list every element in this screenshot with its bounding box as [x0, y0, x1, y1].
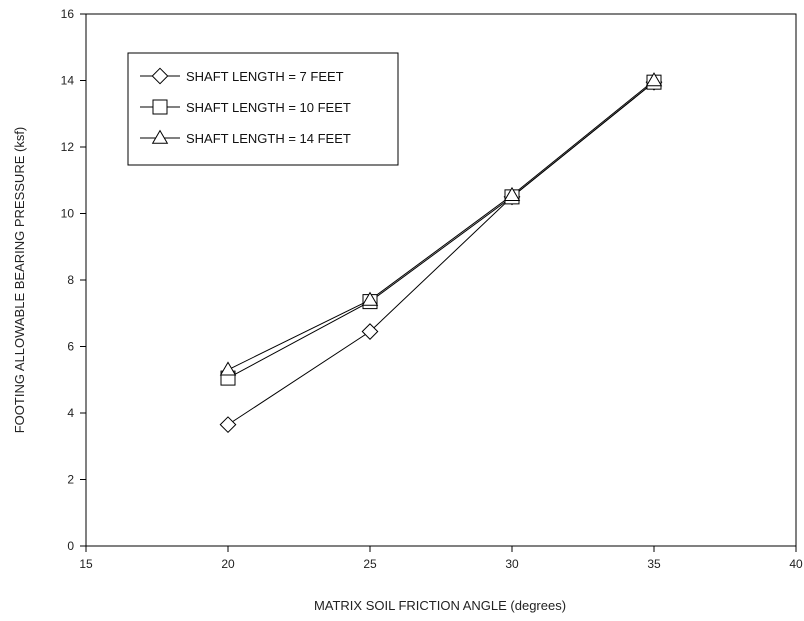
- y-tick-label: 0: [67, 539, 74, 553]
- data-point: [361, 323, 379, 340]
- y-tick-label: 12: [61, 140, 75, 154]
- series-layer: [219, 72, 663, 434]
- legend-marker: [152, 99, 168, 115]
- data-point: [361, 291, 379, 306]
- y-tick-label: 6: [67, 340, 74, 354]
- legend-marker: [151, 67, 169, 85]
- legend: SHAFT LENGTH = 7 FEET SHAFT LENGTH = 10 F…: [127, 52, 399, 166]
- y-tick-label: 16: [61, 7, 75, 21]
- x-tick-label: 30: [505, 557, 519, 571]
- legend-marker: [151, 129, 169, 144]
- y-tick-label: 14: [61, 74, 75, 88]
- legend-item: SHAFT LENGTH = 14 FEET: [140, 129, 351, 146]
- data-point: [645, 72, 663, 87]
- data-point: [503, 186, 521, 201]
- legend-label: SHAFT LENGTH = 10 FEET: [186, 100, 351, 115]
- x-tick-label: 15: [79, 557, 93, 571]
- data-point: [219, 361, 237, 376]
- series-2: [227, 81, 655, 379]
- x-tick-label: 25: [363, 557, 377, 571]
- y-tick-label: 8: [67, 273, 74, 287]
- series-3-points: [219, 72, 663, 376]
- y-axis: 0 2 4 6 8 10 12 14 16: [61, 7, 86, 553]
- x-tick-label: 35: [647, 557, 661, 571]
- legend-item: SHAFT LENGTH = 10 FEET: [140, 99, 351, 115]
- y-tick-label: 2: [67, 473, 74, 487]
- y-axis-title: FOOTING ALLOWABLE BEARING PRESSURE (ksf): [12, 127, 27, 434]
- legend-label: SHAFT LENGTH = 7 FEET: [186, 69, 344, 84]
- series-line: [227, 81, 655, 379]
- series-3: [227, 80, 655, 371]
- x-tick-label: 20: [221, 557, 235, 571]
- y-tick-label: 4: [67, 406, 74, 420]
- y-tick-label: 10: [61, 207, 75, 221]
- legend-box: [127, 52, 399, 166]
- series-line: [227, 80, 655, 371]
- data-point: [219, 416, 237, 434]
- x-axis-title: MATRIX SOIL FRICTION ANGLE (degrees): [314, 598, 566, 613]
- x-axis: 15 20 25 30 35 40: [79, 546, 803, 571]
- legend-item: SHAFT LENGTH = 7 FEET: [140, 67, 344, 85]
- legend-label: SHAFT LENGTH = 14 FEET: [186, 131, 351, 146]
- x-tick-label: 40: [789, 557, 803, 571]
